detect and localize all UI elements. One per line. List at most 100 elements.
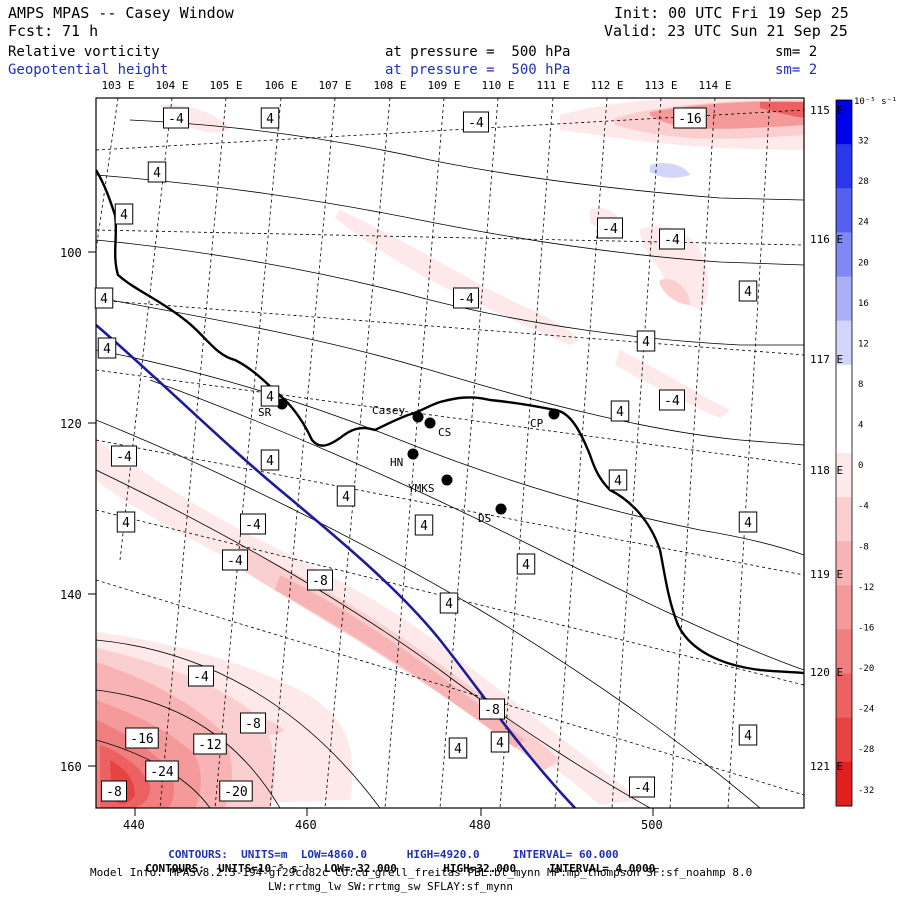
contour-label-box [260, 449, 280, 471]
contour-label-box [145, 760, 179, 782]
x-axis-label: 460 [295, 818, 317, 832]
longitude-label-top: 104 E [155, 79, 189, 92]
colorbar-tick-label: -4 [858, 502, 869, 512]
colorbar-swatch [836, 100, 852, 145]
colorbar-tick-label: 0 [858, 461, 863, 471]
contour-label-box [516, 553, 536, 575]
y-axis-label: 120 [60, 417, 82, 431]
contour-label-vort-neg4: -4 [634, 781, 650, 796]
station-label-hn: HN [390, 456, 403, 469]
contour-label-box [240, 712, 266, 734]
x-axis-label: 500 [641, 818, 663, 832]
longitude-label-top: 112 E [590, 79, 624, 92]
station-label-sr: SR [258, 406, 272, 419]
contour-label-height-4: 4 [744, 516, 752, 531]
colorbar-tick-label: 8 [858, 380, 863, 390]
contour-label-height-4: 4 [522, 558, 530, 573]
contour-label-height-4: 4 [100, 292, 108, 307]
colorbar-tick-label: 32 [858, 137, 869, 147]
contour-label-vort-neg24: -24 [150, 765, 174, 780]
contour-label-vort-neg4: -4 [116, 450, 132, 465]
colorbar-swatch [836, 629, 852, 675]
contour-label-vort-neg16: -16 [130, 732, 153, 747]
longitude-label-right: 118 E [810, 464, 844, 477]
contour-label-vort-neg4: -4 [193, 670, 209, 685]
contour-label-box [116, 511, 136, 533]
colorbar-tick-label: 20 [858, 258, 869, 268]
longitude-label-top: 114 E [698, 79, 732, 92]
plot-frame [95, 97, 805, 809]
contour-label-height-4: 4 [420, 519, 428, 534]
colorbar-tick-label: -28 [858, 745, 874, 755]
longitude-label-right: 119 E [810, 568, 844, 581]
colorbar-swatch [836, 188, 852, 233]
station-label-casey: Casey [372, 404, 405, 417]
contour-label-box [336, 485, 356, 507]
contour-label-box [738, 280, 758, 302]
colorbar-tick-label: -24 [858, 705, 874, 715]
station-dot-cp [548, 408, 560, 420]
latlon-grid [96, 98, 804, 808]
y-axis-label: 160 [60, 760, 82, 774]
contour-label-height-4: 4 [342, 490, 350, 505]
contour-label-height-4: 4 [454, 742, 462, 757]
colorbar-tick-label: -16 [858, 623, 874, 633]
colorbar-swatch [836, 144, 852, 189]
station-label-cs: CS [438, 426, 451, 439]
coastline [96, 169, 804, 675]
contour-label-box [111, 445, 137, 467]
colorbar-swatch [836, 408, 852, 454]
contour-label-vort-neg4: -4 [664, 394, 680, 409]
contour-label-vort-neg4: -4 [458, 292, 474, 307]
contour-label-box [490, 731, 510, 753]
station-label-ds: DS [478, 512, 491, 525]
colorbar-swatch [836, 585, 852, 630]
contour-label-box [463, 111, 489, 133]
contour-label-vort-neg4: -4 [227, 554, 243, 569]
contour-label-height-4: 4 [120, 208, 128, 223]
longitude-label-right: 116 E [810, 233, 844, 246]
contour-label-height-4: 4 [445, 597, 453, 612]
x-axis-label: 440 [123, 818, 145, 832]
contour-label-vort-neg20: -20 [224, 785, 247, 800]
contour-label-vort-neg8: -8 [106, 785, 122, 800]
colorbar-tick-label: -8 [858, 542, 869, 552]
contour-label-box [608, 469, 628, 491]
station-dot-hn [407, 448, 419, 460]
colorbar-tick-label: 12 [858, 339, 869, 349]
longitude-label-top: 105 E [209, 79, 243, 92]
valid-time: Valid: 23 UTC Sun 21 Sep 25 [604, 22, 848, 40]
longitude-label-top: 109 E [427, 79, 461, 92]
contour-label-box [738, 511, 758, 533]
colorbar-swatch [836, 232, 852, 277]
contour-label-vort-neg12: -12 [198, 738, 221, 753]
colorbar-swatch [836, 717, 852, 763]
contour-label-box [188, 665, 214, 687]
contour-label-box [479, 698, 505, 720]
contour-label-vort-neg4: -4 [664, 233, 680, 248]
contour-label-vort-neg4: -4 [468, 116, 484, 131]
contour-label-box [597, 217, 623, 239]
vorticity-positive-shading [650, 163, 690, 178]
contour-label-box [610, 400, 630, 422]
colorbar-swatch [836, 541, 852, 586]
colorbar-tick-label: -20 [858, 664, 874, 674]
colorbar-unit: 10⁻⁵ s⁻¹ [854, 97, 897, 107]
color-bar: 10⁻⁵ s⁻¹ 32 28 24 20 16 12 8 4 0 -4 -8 -12 -16 -20 -24 -… [835, 97, 897, 807]
station-label-ymks: YMKS [408, 482, 435, 495]
field1-name: Relative vorticity [8, 44, 160, 60]
longitude-label-top: 111 E [536, 79, 570, 92]
contour-label-box [101, 780, 127, 802]
contour-label-height-4: 4 [744, 285, 752, 300]
colorbar-tick-label: 28 [858, 177, 869, 187]
contour-label-box [453, 287, 479, 309]
field2-name: Geopotential height [8, 62, 169, 78]
contour-label-height-4: 4 [642, 335, 650, 350]
longitude-label-right: 120 E [810, 666, 844, 679]
contour-label-height-4: 4 [614, 474, 622, 489]
colorbar-tick-label: 16 [858, 299, 869, 309]
colorbar-swatch [836, 673, 852, 719]
contour-label-vort-neg8: -8 [312, 574, 328, 589]
longitude-label-top: 110 E [481, 79, 515, 92]
